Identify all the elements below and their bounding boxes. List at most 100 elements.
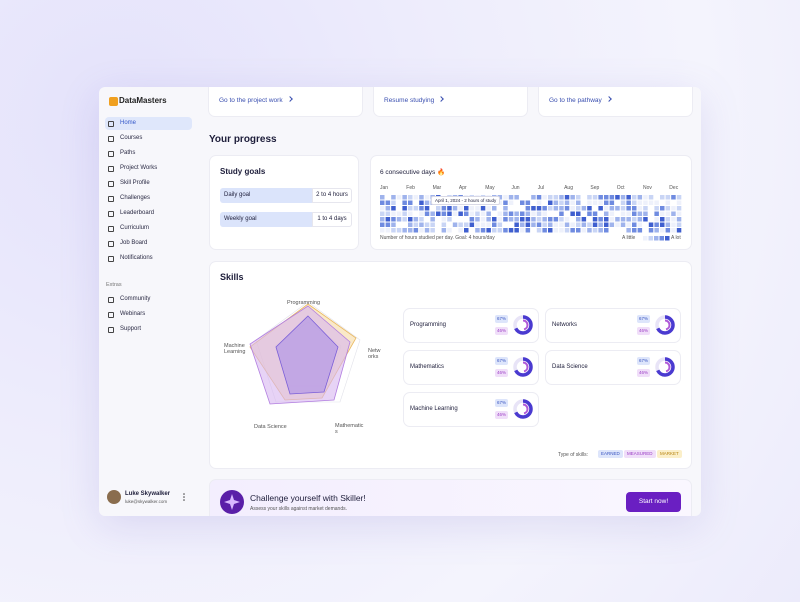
menu-item[interactable]: Paths [105,147,192,160]
goal-value: 1 to 4 days [312,212,352,227]
quick-link[interactable]: Go to the project work [219,96,293,104]
skill-card[interactable]: Mathematics 67% 46% [403,350,539,385]
heat-cell [480,228,486,233]
heat-cell [564,217,570,222]
quick-link-card[interactable]: Go to the pathway [538,87,693,117]
heat-cell [609,206,615,211]
heat-cell [525,206,531,211]
legend-swatch [643,236,648,241]
heat-cell [542,228,547,233]
month-label: May [485,185,495,191]
menu-item[interactable]: Leaderboard [105,207,192,220]
earned-badge: 67% [637,315,650,323]
earned-badge: 67% [495,315,508,323]
caption: Number of hours studied per day. Goal: 4… [380,235,495,241]
heat-cell [553,200,559,205]
heat-cell [508,228,514,233]
skill-name: Mathematics [410,364,445,370]
heat-cell [542,211,547,216]
heat-cell [620,206,626,211]
heat-cell [436,211,441,216]
heat-cell [430,222,435,227]
heat-cell [402,195,407,200]
heat-cell [514,195,519,200]
heat-cell [559,222,564,227]
measured-badge: 46% [637,369,650,377]
start-button[interactable]: Start now! [626,492,681,512]
heat-cell [553,228,559,233]
heat-cell [637,211,643,216]
heat-cell [464,222,469,227]
heat-cell [665,217,671,222]
heat-cell [480,211,486,216]
heat-cell [548,200,553,205]
card-title: 6 consecutive days 🔥 [380,169,446,176]
heat-cell [648,228,654,233]
menu-item[interactable]: Home [105,117,192,130]
heat-cell [424,200,430,205]
heat-cell [626,222,631,227]
heat-cell [676,228,682,233]
quick-link[interactable]: Resume studying [384,96,445,104]
menu-item[interactable]: Job Board [105,237,192,250]
heat-cell [508,217,514,222]
kebab [183,496,185,498]
heat-cell [536,200,542,205]
menu-item[interactable]: Challenges [105,192,192,205]
heat-cell [520,200,525,205]
skill-card[interactable]: Machine Learning 67% 46% [403,392,539,427]
quick-link-card[interactable]: Go to the project work [208,87,363,117]
heat-cell [480,206,486,211]
heat-cell [424,222,430,227]
heat-cell [598,222,603,227]
radar-earned [275,315,339,395]
heat-cell [626,200,631,205]
heat-cell [408,206,413,211]
skill-card[interactable]: Programming 67% 46% [403,308,539,343]
heat-cell [576,211,581,216]
skill-card[interactable]: Data Science 67% 46% [545,350,681,385]
skill-donut [513,399,533,419]
heat-cell [525,228,531,233]
menu-item[interactable]: Community [105,293,192,306]
heat-cell [643,206,648,211]
heat-cell [598,200,603,205]
user-name: Luke Skywalker [125,491,171,497]
heat-cell [475,222,480,227]
menu-item[interactable]: Curriculum [105,222,192,235]
heat-cell [570,211,575,216]
heat-cell [643,211,648,216]
heat-cell [514,222,519,227]
heat-cell [408,200,413,205]
heat-cell [671,206,676,211]
heat-cell [570,222,575,227]
heat-cell [676,200,682,205]
heat-cell [391,211,396,216]
month-label: Sep [590,185,599,191]
heat-cell [671,222,676,227]
heat-cell [475,228,480,233]
heat-cell [576,217,581,222]
heat-cell [469,217,475,222]
quick-link-card[interactable]: Resume studying [373,87,528,117]
heat-cell [620,195,626,200]
menu-item[interactable]: Courses [105,132,192,145]
heat-cell [503,195,508,200]
skill-card[interactable]: Networks 67% 46% [545,308,681,343]
month-label: Dec [669,185,678,191]
legend-swatch [659,236,664,241]
menu-item[interactable]: Webinars [105,308,192,321]
avatar [107,490,121,504]
heat-cell [660,217,665,222]
quick-link[interactable]: Go to the pathway [549,96,612,104]
heat-cell [391,206,396,211]
menu-item[interactable]: Skill Profile [105,177,192,190]
menu-item[interactable]: Project Works [105,162,192,175]
heat-cell [542,217,547,222]
heat-cell [620,211,626,216]
menu-item[interactable]: Support [105,323,192,336]
heat-cell [536,211,542,216]
menu-item[interactable]: Notifications [105,252,192,265]
heat-cell [385,228,391,233]
